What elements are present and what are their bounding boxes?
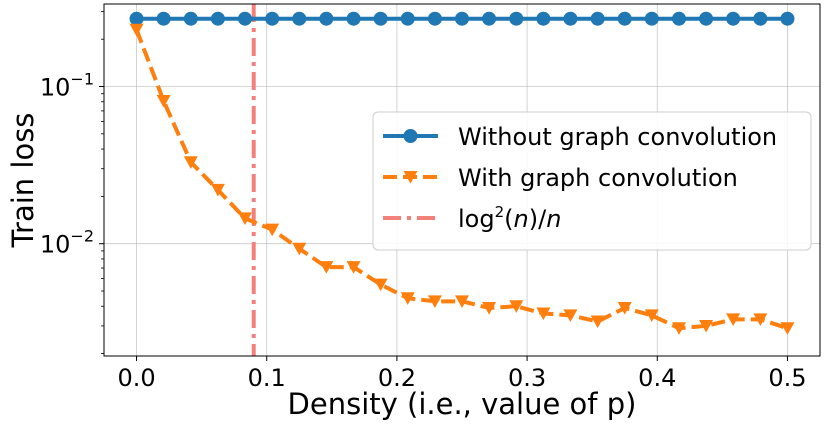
data-point — [780, 11, 795, 26]
data-point — [265, 223, 280, 237]
legend-vline-n1: n — [514, 205, 529, 233]
data-point — [563, 309, 578, 323]
data-point — [319, 261, 334, 274]
data-point — [129, 23, 144, 37]
data-point — [699, 11, 714, 26]
y-tick-label: 10−1 — [40, 70, 94, 102]
data-point — [644, 309, 659, 323]
data-point — [373, 278, 388, 292]
data-point — [455, 295, 469, 308]
data-point — [427, 11, 442, 26]
data-point — [237, 11, 252, 26]
data-point — [183, 11, 198, 26]
data-point — [455, 11, 469, 26]
legend: Without graph convolution With graph con… — [372, 111, 812, 251]
data-point — [292, 242, 307, 256]
data-point — [509, 300, 524, 313]
legend-marker-with-conv — [403, 171, 418, 184]
y-tick-label-base: 10 — [40, 231, 71, 259]
data-point — [699, 319, 714, 333]
data-point — [400, 292, 415, 305]
data-point — [427, 295, 442, 308]
x-tick-label: 0.1 — [248, 364, 286, 392]
data-point — [156, 11, 171, 26]
data-point — [373, 11, 388, 26]
plot-area-frame — [103, 3, 821, 357]
y-axis-label: Train loss — [6, 113, 40, 249]
data-point — [672, 322, 687, 335]
legend-vline-log: log — [458, 205, 495, 233]
data-point — [753, 313, 768, 327]
y-tick-label: 10−2 — [40, 227, 94, 259]
data-point — [726, 313, 741, 327]
data-point — [183, 156, 198, 169]
x-axis-label: Density (i.e., value of p) — [288, 387, 637, 421]
data-point — [617, 11, 632, 26]
data-point — [590, 11, 605, 26]
y-tick-label-exp: −2 — [70, 227, 94, 246]
data-point — [780, 322, 795, 335]
data-point — [482, 11, 497, 26]
data-point — [536, 307, 551, 321]
data-point — [590, 315, 605, 329]
data-point — [536, 11, 551, 26]
data-point — [726, 11, 741, 26]
legend-label-without-conv: Without graph convolution — [458, 123, 777, 151]
data-point — [617, 302, 632, 315]
legend-marker-without-conv — [403, 129, 418, 143]
data-point — [644, 11, 659, 26]
legend-box — [372, 111, 812, 251]
data-point — [129, 11, 144, 26]
data-point — [292, 11, 307, 26]
data-point — [563, 11, 578, 26]
series-group — [129, 11, 795, 335]
axis-ticks: 0.0 0.1 0.2 0.3 0.4 0.510−210−1 — [40, 11, 807, 392]
legend-label-vline: log2(n)/n — [458, 203, 561, 233]
data-point — [346, 11, 361, 26]
y-tick-label-base: 10 — [40, 74, 71, 102]
data-point — [210, 11, 225, 26]
data-point — [319, 11, 334, 26]
legend-vline-open: ( — [504, 205, 513, 233]
data-point — [346, 261, 361, 274]
legend-vline-n2: n — [546, 205, 561, 233]
x-tick-label: 0.4 — [638, 364, 676, 392]
x-tick-label: 0.0 — [117, 364, 155, 392]
data-point — [210, 183, 225, 197]
data-point — [753, 11, 768, 26]
data-point — [237, 212, 252, 225]
y-tick-label-exp: −1 — [70, 70, 94, 89]
x-tick-label: 0.2 — [378, 364, 416, 392]
x-tick-label: 0.5 — [768, 364, 806, 392]
data-point — [482, 302, 497, 315]
x-tick-label: 0.3 — [508, 364, 546, 392]
data-point — [509, 11, 524, 26]
legend-label-with-conv: With graph convolution — [458, 164, 738, 192]
data-point — [265, 11, 280, 26]
legend-vline-sup: 2 — [495, 203, 505, 221]
legend-vline-mid: )/ — [529, 205, 547, 233]
data-point — [156, 94, 171, 108]
data-point — [672, 11, 687, 26]
data-point — [400, 11, 415, 26]
